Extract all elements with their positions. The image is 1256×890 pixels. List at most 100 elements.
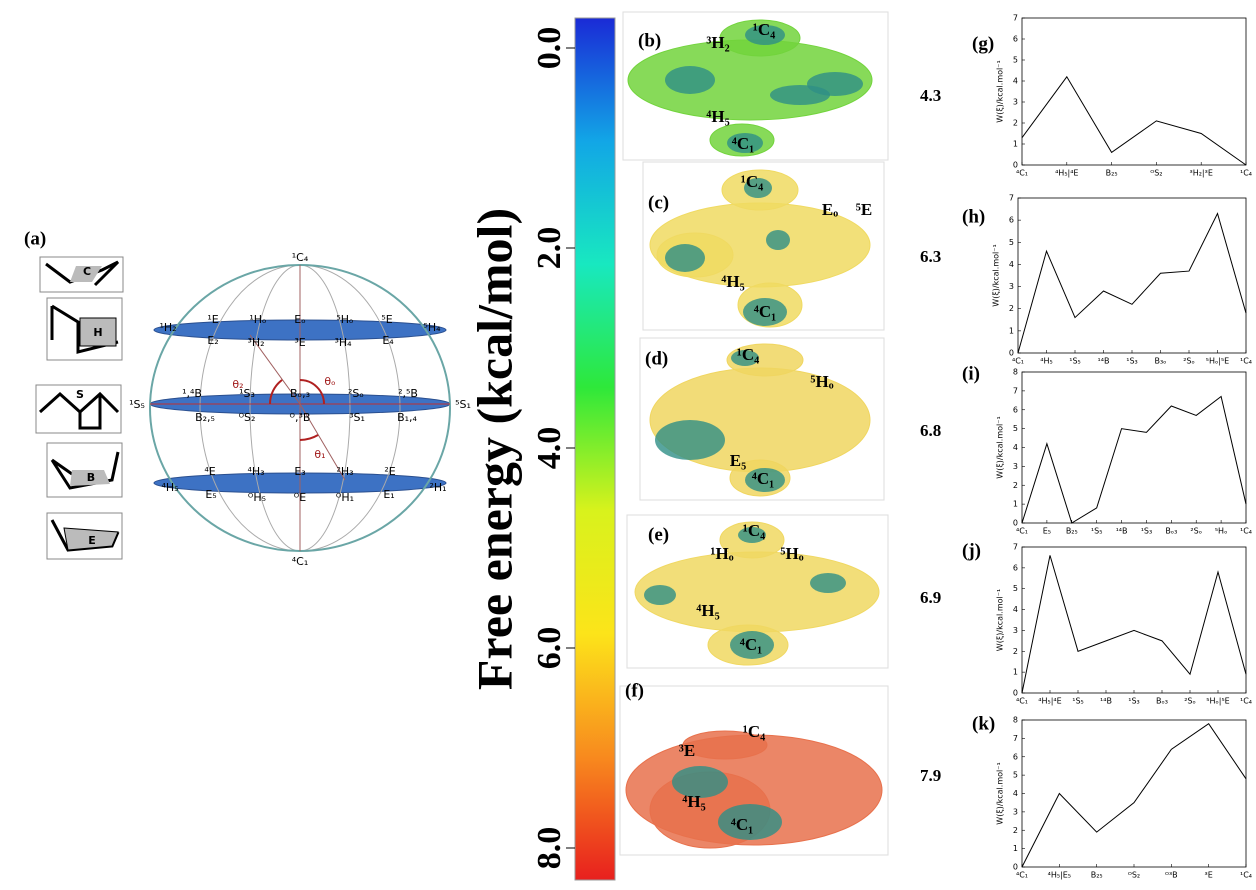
x-tick-label: ³E [1205,871,1213,880]
panel-label: (i) [962,363,980,384]
sphere-label: ¹H₂ [159,321,176,334]
y-tick-label: 2 [1013,119,1018,128]
angle-arc [300,435,318,440]
x-tick-label: ¹S₃ [1128,697,1140,706]
site-label: ⁴H₅ [721,272,744,291]
x-tick-label: ⁴C₁ [1016,527,1028,536]
site-label: ⁵Hₒ [780,544,803,563]
plot-area [1022,372,1246,523]
site-label: ³E [679,741,695,760]
colorbar-tick-label: 6.0 [531,627,568,670]
sphere-label: ³H₄ [334,336,352,349]
colorbar-tick-label: 4.0 [531,427,568,470]
y-tick-label: 4 [1013,605,1018,614]
conformer-label: H [93,326,102,339]
y-tick-label: 3 [1013,626,1018,635]
isosurface-core [810,573,846,593]
panel-label: (e) [648,524,669,545]
y-axis-title: W(ξ)/kcal.mol⁻¹ [992,244,1001,306]
site-label: ¹C₄ [741,172,763,191]
colorbar-tick-label: 8.0 [531,827,568,870]
y-tick-label: 4 [1013,77,1018,86]
sphere-label: B₂,₅ [195,411,215,424]
sphere-label: ¹,⁴B [182,387,202,400]
colorbar-tick-label: 0.0 [531,27,568,70]
y-tick-label: 5 [1013,424,1018,433]
sphere-label: ³E [294,336,305,349]
x-tick-label: ⁴C₁ [1016,697,1028,706]
sphere-label: E₂ [207,334,218,347]
x-tick-label: Bₒ₃ [1165,527,1177,536]
x-tick-label: ⁵Hₒ|⁵E [1206,697,1230,706]
y-tick-label: 2 [1013,481,1018,490]
sphere-label: E₃ [294,465,305,478]
x-tick-label: ⁴H₅|⁴E [1055,169,1078,178]
panel-label: (h) [962,206,985,227]
isosurface-core [770,85,830,105]
y-tick-label: 2 [1013,647,1018,656]
x-tick-label: ¹C₄ [1240,169,1252,178]
sphere-label: θ₁ [314,448,325,461]
site-label: ⁴H₅ [696,601,719,620]
x-tick-label: ⁴C₁ [1012,357,1024,366]
x-tick-label: ¹S₅ [1072,697,1084,706]
y-tick-label: 3 [1013,807,1018,816]
x-tick-label: ᴼ³B [1165,871,1178,880]
sphere-label: ¹Hₒ [249,313,266,326]
panel-label: (f) [625,680,644,701]
y-tick-label: 2 [1013,826,1018,835]
sphere [150,265,450,551]
x-tick-label: ⁴H₅|⁴E [1038,697,1061,706]
site-label: ⁴C₁ [740,635,762,654]
y-axis-title: W(ξ)/kcal.mol⁻¹ [996,589,1005,651]
y-tick-label: 7 [1013,14,1018,23]
x-tick-label: ²Sₒ [1183,357,1195,366]
isosurface-core [665,66,715,94]
sphere-label: ⁵Hₒ [336,313,353,326]
x-tick-label: ⁵Hₒ|⁵E [1206,357,1230,366]
x-tick-label: ¹C₄ [1240,697,1252,706]
plot-area [1022,547,1246,693]
site-label: ⁴C₁ [754,302,776,321]
sphere-label: ²E [384,465,395,478]
site-label: ⁵E [856,200,872,219]
x-tick-label: ⁴H₅ [1040,357,1052,366]
conformer-label: E [88,534,96,547]
panel-label: (j) [962,540,981,561]
x-tick-label: ²Sₒ [1190,527,1202,536]
sphere-label: θₒ [324,375,335,388]
panel-label: (g) [972,33,994,54]
x-tick-label: ¹⁴B [1100,697,1112,706]
site-label: ⁴C₁ [732,134,754,153]
site-label: ¹C₄ [743,521,765,540]
x-tick-label: ⁴H₅|E₅ [1048,871,1071,880]
x-tick-label: ³H₂|³E [1190,169,1213,178]
y-tick-label: 5 [1013,56,1018,65]
sphere-label: ³H₂ [247,336,264,349]
sphere-label: ᴼS₂ [239,411,256,424]
x-tick-label: B₂₅ [1091,871,1103,880]
x-tick-label: ¹C₄ [1240,357,1252,366]
x-tick-label: ¹C₄ [1240,527,1252,536]
panel-label: (a) [24,228,46,249]
isosurface-core [766,230,790,250]
y-tick-label: 1 [1013,500,1018,509]
free-energy-value: 4.3 [920,86,941,105]
y-axis-title: W(ξ)/kcal.mol⁻¹ [996,60,1005,122]
sphere-label: ²,⁵B [398,387,418,400]
plot-area [1018,198,1246,353]
x-tick-label: ¹⁴B [1116,527,1128,536]
sphere-label: ⁵H₄ [423,321,441,334]
y-tick-label: 6 [1013,405,1018,414]
panel-label: (c) [648,192,669,213]
y-tick-label: 5 [1013,584,1018,593]
y-tick-label: 6 [1013,563,1018,572]
panel-label: (b) [638,30,661,51]
sphere-label: ⁵E [381,313,392,326]
x-tick-label: ¹S₃ [1141,527,1153,536]
y-tick-label: 7 [1013,543,1018,552]
x-tick-label: ²Sₒ [1184,697,1196,706]
site-label: ¹C₄ [737,345,759,364]
conformer-label: S [76,388,84,401]
sphere-label: E₅ [205,488,216,501]
